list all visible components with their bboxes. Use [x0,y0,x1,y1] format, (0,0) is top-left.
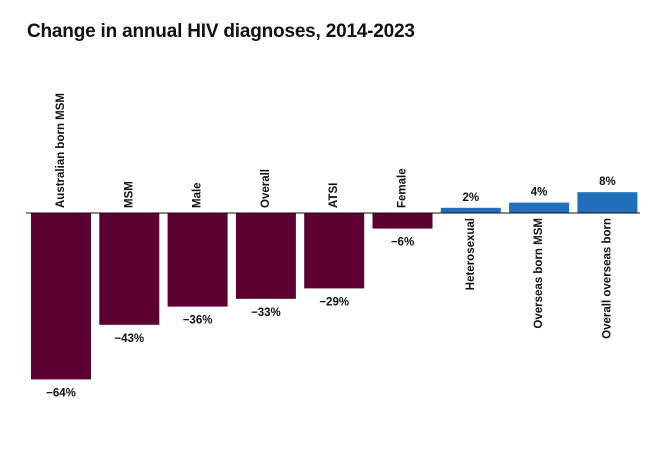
labels-group: −64% Australian born MSM −43% MSM −36% Male −3… [46,93,616,399]
value-label-overall: −33% [251,307,281,319]
chart-title: Change in annual HIV diagnoses, 2014-202… [27,21,415,42]
category-label-female: Female [397,168,409,208]
value-label-atsi: −29% [319,296,349,308]
category-label-heterosexual: Heterosexual [465,218,477,290]
bar-overall [235,213,296,299]
bar-overseas-born-msm [509,202,570,213]
bar-male [167,213,228,307]
category-label-australian-born-msm: Australian born MSM [55,93,67,208]
bar-heterosexual [440,207,501,213]
category-label-overall: Overall [260,169,272,208]
value-label-male: −36% [183,315,213,327]
value-label-australian-born-msm: −64% [46,387,76,399]
bar-atsi [304,213,365,289]
category-label-atsi: ATSI [328,183,340,208]
value-label-msm: −43% [114,333,144,345]
category-label-msm: MSM [123,181,135,208]
category-label-overall-overseas-born: Overall overseas born [601,218,613,339]
bar-australian-born-msm [31,213,91,380]
bar-female [372,213,433,229]
value-label-female: −6% [391,237,414,249]
category-label-overseas-born-msm: Overseas born MSM [533,218,545,329]
bar-overall-overseas-born [577,192,638,213]
value-label-overall-overseas-born: 8% [599,176,616,188]
value-label-overseas-born-msm: 4% [531,187,548,199]
category-label-male: Male [192,182,204,208]
value-label-heterosexual: 2% [462,192,479,204]
bars-group [31,192,638,380]
bar-msm [99,213,160,325]
